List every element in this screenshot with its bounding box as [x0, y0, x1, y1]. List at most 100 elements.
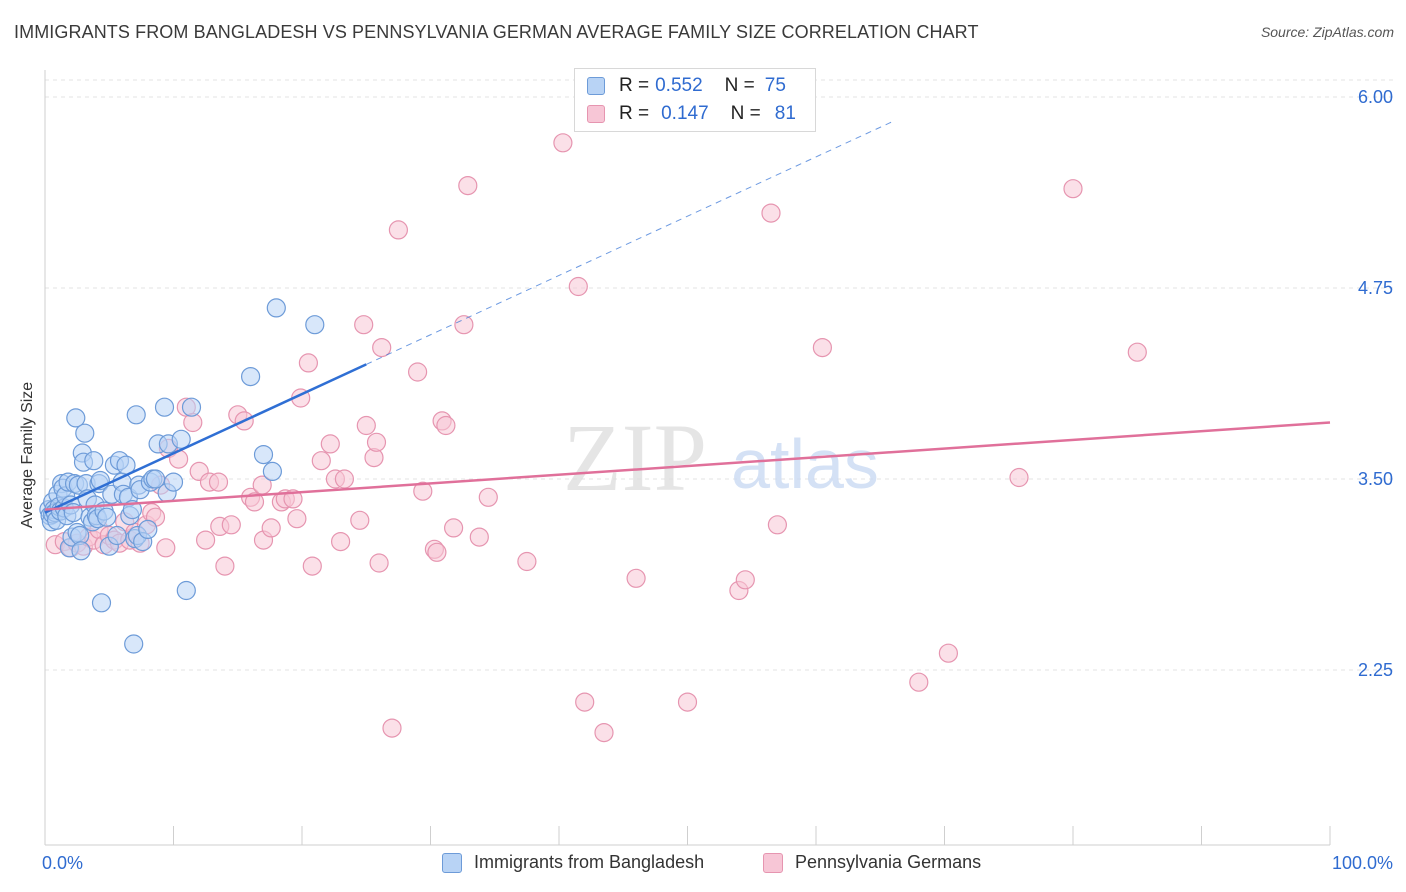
point-pennsylvania	[356, 415, 376, 436]
point-pennsylvania	[575, 692, 595, 712]
point-pennsylvania	[366, 432, 387, 452]
series-immigrants-bangladesh	[39, 298, 325, 654]
point-pennsylvania	[469, 527, 489, 547]
point-pennsylvania	[444, 518, 464, 538]
point-pennsylvania	[369, 553, 389, 573]
y-tick-label: 2.25	[1358, 660, 1393, 680]
point-bangladesh	[97, 507, 117, 527]
legend-row-bangladesh: R = 0.552 N = 75	[587, 75, 786, 97]
point-bangladesh	[241, 367, 261, 387]
legend-r-label: R =	[619, 103, 650, 124]
legend-swatch-pink	[763, 852, 783, 873]
point-pennsylvania	[196, 530, 216, 550]
point-bangladesh	[305, 315, 325, 335]
point-pennsylvania	[283, 489, 303, 509]
point-pennsylvania	[287, 509, 307, 529]
point-pennsylvania	[408, 362, 428, 382]
trend-line-pennsylvania	[44, 421, 1331, 511]
legend-n-value: 75	[764, 75, 786, 96]
series-pennsylvania-germans	[45, 133, 1147, 743]
legend-r-value: 0.552	[655, 75, 703, 96]
series-legend: Immigrants from Bangladesh Pennsylvania …	[0, 852, 1406, 876]
x-tick-label-max: 100.0%	[1332, 853, 1393, 873]
x-tick-label-min: 0.0%	[42, 853, 83, 873]
point-bangladesh	[91, 593, 112, 613]
point-pennsylvania	[354, 315, 374, 335]
point-pennsylvania	[761, 203, 781, 223]
point-pennsylvania	[221, 515, 241, 535]
point-pennsylvania	[215, 556, 235, 576]
axes	[44, 70, 1331, 846]
y-tick-label: 6.00	[1358, 87, 1393, 107]
legend-item-pennsylvania: Pennsylvania Germans	[763, 852, 981, 873]
point-pennsylvania	[767, 515, 788, 535]
legend-swatch-blue	[442, 852, 462, 873]
point-pennsylvania	[372, 338, 392, 358]
legend-swatch-blue	[587, 77, 605, 95]
legend-item-label: Immigrants from Bangladesh	[474, 852, 705, 872]
point-pennsylvania	[261, 518, 281, 538]
point-pennsylvania	[568, 276, 588, 297]
legend-n-value: 81	[774, 103, 796, 124]
point-bangladesh	[84, 451, 104, 471]
legend-r-label: R =	[619, 75, 650, 96]
point-bangladesh	[171, 429, 191, 449]
point-bangladesh	[124, 634, 144, 654]
point-bangladesh	[253, 445, 274, 465]
point-pennsylvania	[331, 531, 351, 552]
point-pennsylvania	[458, 176, 478, 196]
point-pennsylvania	[478, 487, 498, 507]
point-pennsylvania	[382, 718, 402, 738]
trend-line-bangladesh-extension	[366, 120, 894, 365]
point-pennsylvania	[677, 692, 698, 712]
point-pennsylvania	[594, 722, 614, 743]
point-bangladesh	[176, 580, 196, 601]
point-bangladesh	[262, 461, 282, 481]
point-pennsylvania	[735, 570, 755, 590]
point-bangladesh	[66, 408, 86, 428]
legend-n-label: N =	[730, 103, 761, 124]
legend-swatch-pink	[587, 105, 605, 123]
point-pennsylvania	[517, 551, 537, 572]
trend-line-bangladesh	[44, 363, 367, 514]
trend-lines	[44, 120, 1331, 514]
point-bangladesh	[138, 519, 158, 540]
point-bangladesh	[75, 423, 95, 443]
point-pennsylvania	[208, 472, 229, 492]
point-bangladesh	[163, 472, 184, 492]
point-bangladesh	[71, 541, 91, 561]
point-bangladesh	[126, 405, 146, 425]
point-bangladesh	[266, 298, 286, 318]
point-pennsylvania	[244, 492, 265, 512]
point-pennsylvania	[553, 133, 573, 153]
stats-legend: R = 0.552 N = 75 R = 0.147 N = 81	[574, 68, 816, 132]
tick-labels: 2.25 3.50 4.75 6.00 0.0% 100.0%	[42, 87, 1393, 873]
chart-title: IMMIGRANTS FROM BANGLADESH VS PENNSYLVAN…	[14, 22, 979, 42]
point-pennsylvania	[388, 220, 408, 240]
point-pennsylvania	[302, 556, 322, 576]
point-pennsylvania	[427, 542, 447, 562]
point-pennsylvania	[1009, 467, 1029, 488]
point-pennsylvania	[938, 643, 959, 663]
point-pennsylvania	[626, 568, 646, 588]
point-pennsylvania	[454, 315, 474, 335]
legend-row-pennsylvania: R = 0.147 N = 81	[587, 103, 796, 125]
point-pennsylvania	[1063, 179, 1083, 199]
point-pennsylvania	[320, 434, 340, 454]
point-pennsylvania	[812, 338, 833, 358]
point-pennsylvania	[413, 481, 433, 501]
y-tick-label: 3.50	[1358, 469, 1393, 489]
point-pennsylvania	[156, 538, 176, 558]
point-pennsylvania	[311, 451, 331, 471]
legend-item-label: Pennsylvania Germans	[795, 852, 982, 872]
legend-item-bangladesh: Immigrants from Bangladesh	[442, 852, 704, 873]
point-pennsylvania	[298, 353, 318, 373]
point-bangladesh	[107, 525, 127, 546]
legend-r-value: 0.147	[661, 103, 709, 124]
source-label: Source: ZipAtlas.com	[1260, 24, 1394, 40]
point-pennsylvania	[436, 415, 456, 436]
watermark: ZIP atlas	[563, 404, 879, 511]
legend-n-label: N =	[724, 75, 755, 96]
point-pennsylvania	[1127, 342, 1147, 362]
